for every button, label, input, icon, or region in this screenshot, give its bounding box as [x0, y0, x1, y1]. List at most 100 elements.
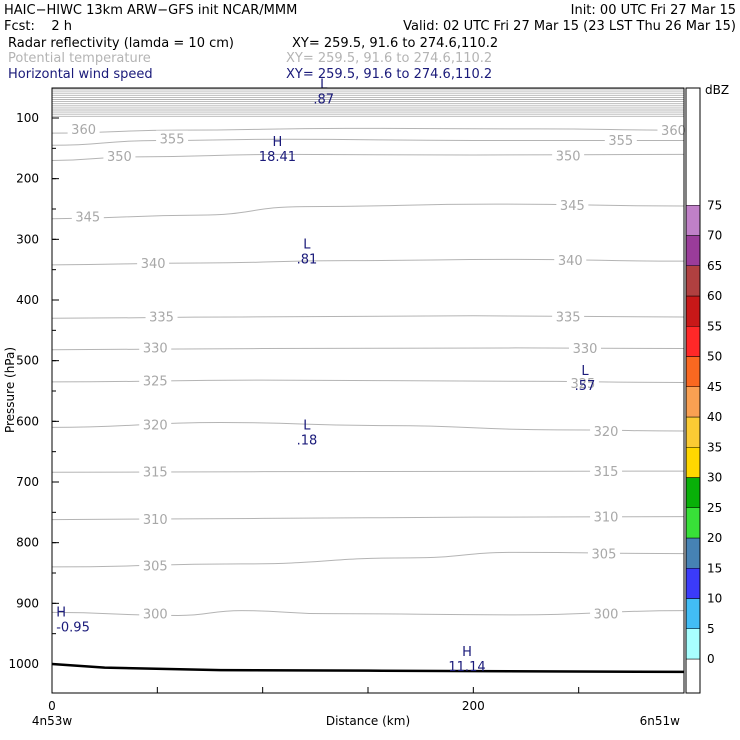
- y-tick-label: 900: [16, 596, 39, 610]
- colorbar-box: [685, 235, 701, 266]
- colorbar: dBZ 0 5 10 15 20 25 30 35 40 45 50 55 60 65 70 75: [685, 83, 729, 694]
- wind-extremum-value-4: .18: [297, 434, 318, 449]
- y-tick-label: 300: [16, 232, 39, 246]
- colorbar-box: [685, 628, 701, 660]
- theta-label-bg: [71, 208, 104, 224]
- upper-theta-stack: [52, 88, 684, 117]
- wind-extremum-value-3: .57: [575, 379, 596, 394]
- theta-label-bg: [554, 251, 587, 267]
- theta-label-320-0: 320: [143, 418, 168, 433]
- colorbar-box: [685, 295, 701, 327]
- theta-label-bg: [156, 130, 189, 146]
- header: HAIC−HIWC 13km ARW−GFS init NCAR/MMM Ini…: [4, 3, 736, 82]
- y-tick-label: 100: [16, 111, 39, 125]
- colorbar-box: [685, 87, 701, 206]
- x-endpoint-left: 4n53w: [32, 714, 73, 728]
- field-xy-wind: XY= 259.5, 91.6 to 274.6,110.2: [286, 67, 492, 82]
- theta-label-345-1: 345: [560, 199, 585, 214]
- theta-label-bg: [139, 339, 172, 355]
- colorbar-level-label: 25: [707, 501, 722, 515]
- theta-label-315-0: 315: [143, 466, 168, 481]
- theta-label-bg: [604, 131, 637, 147]
- theta-label-355-1: 355: [608, 134, 633, 149]
- colorbar-level-label: 0: [707, 652, 715, 666]
- colorbar-level-label: 60: [707, 289, 722, 303]
- colorbar-level-label: 5: [707, 622, 715, 636]
- theta-label-bg: [552, 308, 585, 324]
- colorbar-box: [685, 356, 701, 387]
- colorbar-box: [685, 386, 701, 418]
- theta-label-bg: [590, 508, 623, 524]
- y-tick-label: 500: [16, 354, 39, 368]
- theta-label-325-1: 325: [570, 377, 595, 392]
- theta-label-335-0: 335: [149, 310, 174, 325]
- theta-label-bg: [67, 120, 100, 136]
- theta-label-bg: [103, 148, 136, 164]
- theta-label-bg: [566, 375, 599, 391]
- theta-label-300-0: 300: [143, 608, 168, 623]
- theta-label-bg: [139, 372, 172, 388]
- wind-extremum-type-5: H: [56, 605, 66, 620]
- theta-label-360-0: 360: [71, 123, 96, 138]
- colorbar-title: dBZ: [705, 83, 729, 97]
- theta-label-310-0: 310: [143, 513, 168, 528]
- field-xy-reflectivity: XY= 259.5, 91.6 to 274.6,110.2: [292, 36, 498, 51]
- colorbar-level-label: 70: [707, 229, 722, 243]
- x-endpoint-right: 6n51w: [640, 714, 681, 728]
- theta-label-350-1: 350: [556, 150, 581, 165]
- y-tick-label: 400: [16, 293, 39, 307]
- theta-label-335-1: 335: [556, 310, 581, 325]
- terrain-line: [51, 662, 685, 674]
- x-tick-label: 0: [48, 699, 56, 713]
- theta-label-bg: [552, 147, 585, 163]
- colorbar-box: [685, 416, 701, 448]
- colorbar-box: [685, 598, 701, 629]
- theta-contour-345: [51, 203, 685, 220]
- title-left: HAIC−HIWC 13km ARW−GFS init NCAR/MMM: [4, 3, 297, 18]
- theta-label-355-0: 355: [160, 133, 185, 148]
- theta-contours: [51, 127, 685, 616]
- plot-area: 360 360 355 355 350 350 345 345 340 340 335 335 330 3…: [3, 78, 690, 728]
- theta-label-325-0: 325: [143, 375, 168, 390]
- wind-extremum-value-1: 18.41: [259, 150, 296, 165]
- wind-extremum-type-6: H: [462, 645, 472, 660]
- colorbar-level-label: 30: [707, 471, 722, 485]
- colorbar-level-label: 50: [707, 350, 722, 364]
- fcst-label: Fcst:: [4, 19, 35, 34]
- y-tick-label: 700: [16, 475, 39, 489]
- field-xy-theta: XY= 259.5, 91.6 to 274.6,110.2: [286, 51, 492, 66]
- theta-label-bg: [145, 308, 178, 324]
- field-name-wind: Horizontal wind speed: [8, 67, 153, 82]
- theta-label-bg: [139, 416, 172, 432]
- x-axis-ticks: 0 200: [48, 687, 685, 713]
- y-axis-ticks: 100 200 300 400 500 600 700 800 900 1000: [8, 111, 59, 671]
- y-tick-label: 600: [16, 414, 39, 428]
- theta-label-330-1: 330: [573, 342, 598, 357]
- colorbar-level-label: 75: [707, 198, 722, 212]
- y-tick-label: 800: [16, 536, 39, 550]
- theta-label-bg: [590, 463, 623, 479]
- theta-label-340-0: 340: [141, 257, 166, 272]
- wind-extremum-value-5: -0.95: [56, 620, 90, 635]
- colorbar-box: [685, 537, 701, 569]
- wind-extremum-value-2: .81: [297, 253, 318, 268]
- colorbar-level-label: 15: [707, 561, 722, 575]
- theta-label-bg: [657, 122, 690, 138]
- colorbar-level-label: 40: [707, 410, 722, 424]
- field-name-reflectivity: Radar reflectivity (lamda = 10 cm): [8, 36, 234, 51]
- theta-label-bg: [139, 463, 172, 479]
- init-time: Init: 00 UTC Fri 27 Mar 15: [571, 3, 736, 18]
- wind-extremum-type-3: L: [581, 364, 589, 379]
- theta-label-bg: [590, 423, 623, 439]
- wind-extremum-value-6: 11.14: [448, 660, 485, 675]
- theta-label-315-1: 315: [594, 465, 619, 480]
- colorbar-box: [685, 205, 701, 236]
- theta-labels: 360 360 355 355 350 350 345 345 340 340 335 335 330 3…: [67, 120, 690, 623]
- theta-label-bg: [137, 254, 170, 270]
- theta-label-bg: [587, 545, 620, 561]
- y-tick-label: 200: [16, 172, 39, 186]
- colorbar-box: [685, 447, 701, 478]
- theta-label-bg: [568, 339, 601, 355]
- wind-extremum-value-0: .87: [313, 93, 334, 108]
